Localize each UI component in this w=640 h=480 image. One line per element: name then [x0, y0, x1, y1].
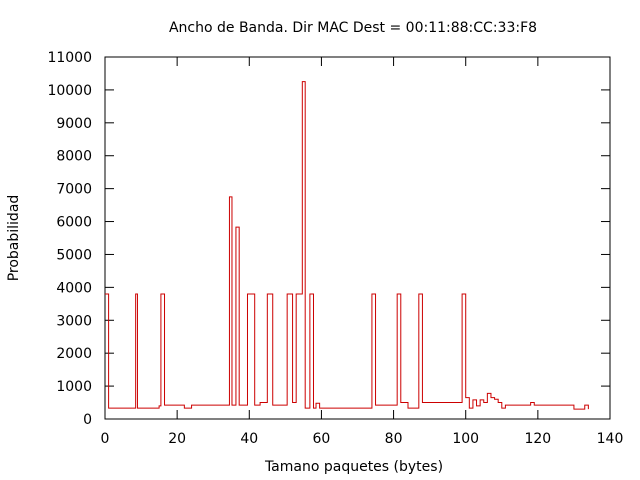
y-axis-title: Probabilidad [6, 195, 22, 282]
x-tick-label: 100 [452, 431, 479, 447]
chart-title: Ancho de Banda. Dir MAC Dest = 00:11:88:… [169, 20, 537, 36]
y-tick-label: 2000 [56, 346, 92, 362]
y-tick-label: 9000 [56, 116, 92, 132]
y-tick-label: 1000 [56, 379, 92, 395]
y-tick-label: 4000 [56, 280, 92, 296]
x-tick-label: 80 [385, 431, 403, 447]
x-tick-label: 40 [240, 431, 258, 447]
x-tick-label: 0 [101, 431, 110, 447]
y-axis-ticks: 0 1000 2000 3000 4000 5000 6000 7000 8000 9000 100… [47, 50, 610, 428]
y-tick-label: 11000 [47, 50, 92, 66]
x-tick-label: 120 [524, 431, 551, 447]
y-tick-label: 7000 [56, 182, 92, 198]
plot-frame [104, 56, 611, 420]
y-tick-label: 10000 [47, 83, 92, 99]
y-tick-label: 8000 [56, 149, 92, 165]
x-axis-title: Tamano paquetes (bytes) [264, 459, 443, 475]
x-tick-label: 140 [597, 431, 624, 447]
y-tick-label: 6000 [56, 215, 92, 231]
x-tick-label: 60 [313, 431, 331, 447]
y-tick-label: 0 [83, 412, 92, 428]
x-tick-label: 20 [168, 431, 186, 447]
y-tick-label: 3000 [56, 313, 92, 329]
series-line [105, 81, 589, 410]
x-axis-ticks: 0 20 40 60 80 100 120 140 [101, 57, 624, 447]
y-tick-label: 5000 [56, 247, 92, 263]
